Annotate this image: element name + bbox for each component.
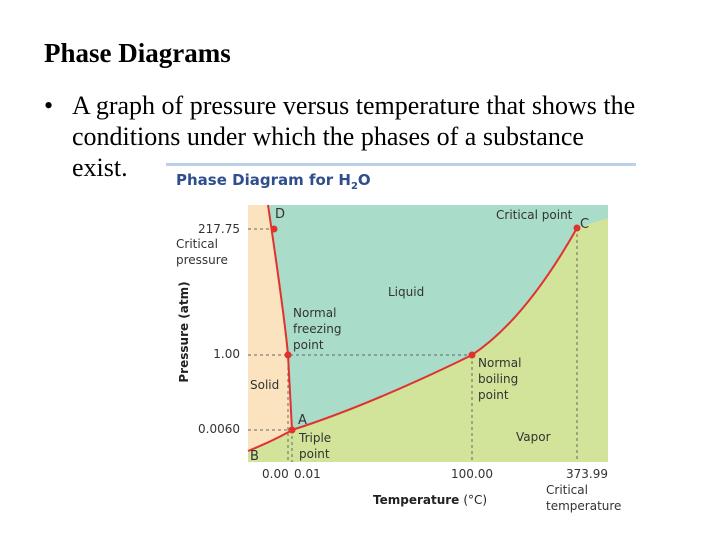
- point-triple: [288, 426, 296, 434]
- x-annotation-critical-temperature: Critical temperature: [546, 483, 621, 513]
- label-liquid: Liquid: [388, 285, 424, 299]
- solid-region: [248, 205, 292, 451]
- y-tick-0006: 0.0060: [198, 422, 240, 436]
- header-bar: [166, 163, 636, 166]
- label-d: D: [275, 207, 285, 222]
- y-tick-217: 217.75: [198, 222, 240, 236]
- label-vapor: Vapor: [516, 430, 551, 444]
- x-axis-label: Temperature (°C): [373, 493, 487, 507]
- label-a: A: [298, 413, 307, 428]
- bullet-line-3: exist.: [72, 153, 128, 182]
- bullet-symbol: •: [44, 91, 54, 120]
- x-tick-100: 100.00: [451, 467, 493, 481]
- liquid-region: [268, 205, 608, 430]
- point-freezing: [284, 351, 292, 359]
- solid-liquid-curve: [267, 204, 293, 431]
- label-triple-point: Triple point: [298, 431, 335, 461]
- bullet-line-2: conditions under which the phases of a s…: [72, 122, 584, 151]
- label-freezing-point: Normal freezing point: [293, 306, 345, 352]
- label-critical-point: Critical point: [496, 208, 573, 222]
- label-solid: Solid: [250, 378, 279, 392]
- label-b: B: [250, 449, 259, 464]
- label-c: C: [580, 217, 589, 232]
- x-tick-0: 0.00: [262, 467, 289, 481]
- y-axis-label: Pressure (atm): [177, 281, 191, 382]
- x-tick-001: 0.01: [294, 467, 321, 481]
- label-boiling-point: Normal boiling point: [478, 356, 525, 402]
- y-annotation-critical-pressure: Critical pressure: [176, 237, 228, 267]
- point-boiling: [468, 351, 476, 359]
- key-points: [270, 224, 581, 434]
- diagram-header: Phase Diagram for H2O: [176, 171, 371, 192]
- slide-title: Phase Diagrams: [44, 38, 231, 68]
- point-d: [270, 225, 278, 233]
- y-tick-1: 1.00: [213, 347, 240, 361]
- bullet-line-1: A graph of pressure versus temperature t…: [72, 91, 636, 120]
- point-critical: [573, 224, 581, 232]
- x-tick-373: 373.99: [566, 467, 608, 481]
